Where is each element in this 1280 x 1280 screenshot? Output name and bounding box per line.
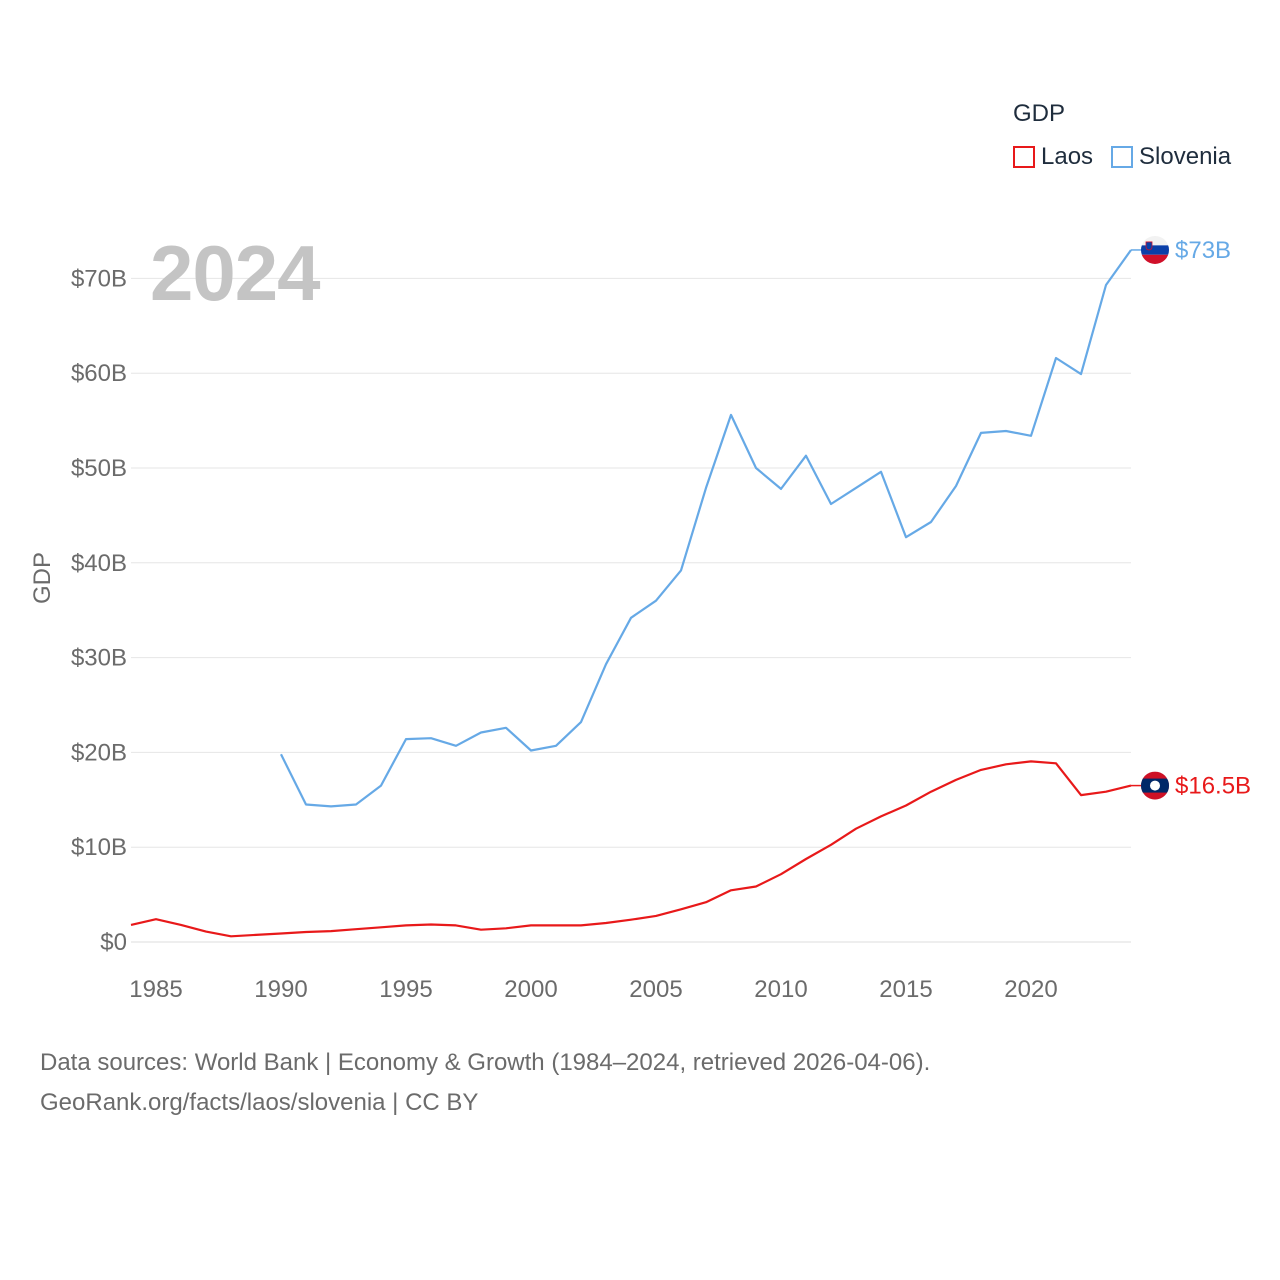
x-tick-label: 2000: [504, 976, 557, 1003]
x-tick-label: 2010: [754, 976, 807, 1003]
series-lines: [130, 249, 1132, 938]
legend-swatch-laos: [1013, 146, 1035, 168]
legend-item-laos[interactable]: Laos: [1013, 143, 1093, 171]
gridlines: [131, 277, 1131, 943]
flag-slovenia-icon: [1141, 235, 1169, 264]
legend-label-laos: Laos: [1041, 143, 1094, 170]
data-sources-text: Data sources: World Bank | Economy & Gro…: [40, 1049, 931, 1076]
y-tick-label: $10B: [71, 834, 127, 861]
legend-label-slovenia: Slovenia: [1139, 143, 1232, 170]
end-value-label-slovenia: $73B: [1175, 237, 1231, 264]
flag-laos-icon: [1141, 771, 1169, 800]
y-tick-label: $40B: [71, 550, 127, 577]
y-tick-label: $70B: [71, 265, 127, 292]
legend: Laos Slovenia: [1013, 143, 1249, 171]
series-line-laos[interactable]: [130, 760, 1132, 938]
x-tick-label: 2020: [1004, 976, 1057, 1003]
y-axis-ticks: $0 $10B $20B $30B $40B $50B $60B $70B: [71, 265, 127, 956]
x-tick-label: 1990: [254, 976, 307, 1003]
y-tick-label: $60B: [71, 360, 127, 387]
footer: Data sources: World Bank | Economy & Gro…: [40, 1043, 930, 1123]
legend-swatch-slovenia: [1111, 146, 1134, 168]
x-tick-label: 1995: [379, 976, 432, 1003]
y-tick-label: $50B: [71, 455, 127, 482]
legend-title: GDP: [1013, 100, 1066, 127]
y-axis-label: GDP: [29, 552, 56, 604]
legend-item-slovenia[interactable]: Slovenia: [1111, 143, 1231, 171]
x-axis-ticks: 1985 1990 1995 2000 2005 2010 2015 2020: [129, 976, 1057, 1003]
end-markers: $16.5B $73B: [1131, 235, 1251, 800]
x-tick-label: 2005: [629, 976, 682, 1003]
y-tick-label: $0: [100, 929, 127, 956]
x-tick-label: 2015: [879, 976, 932, 1003]
y-tick-label: $20B: [71, 739, 127, 766]
x-tick-label: 1985: [129, 976, 182, 1003]
series-line-slovenia[interactable]: [280, 249, 1132, 808]
source-url-text[interactable]: GeoRank.org/facts/laos/slovenia | CC BY: [40, 1089, 479, 1116]
end-value-label-laos: $16.5B: [1175, 773, 1251, 800]
y-tick-label: $30B: [71, 645, 127, 672]
current-year-label: 2024: [150, 229, 321, 317]
